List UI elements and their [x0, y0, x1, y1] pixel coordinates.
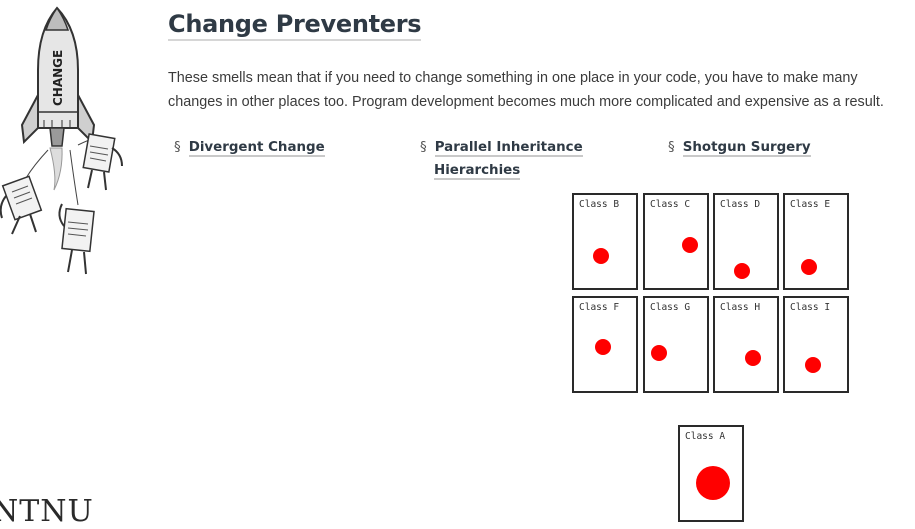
class-card: Class F: [572, 296, 638, 393]
class-card-label: Class C: [650, 199, 691, 210]
class-card: Class H: [713, 296, 779, 393]
class-card: Class C: [643, 193, 709, 290]
change-dot: [651, 345, 667, 361]
link-label-line2[interactable]: Hierarchies: [434, 163, 521, 180]
class-card-label: Class H: [720, 302, 761, 313]
rocket-illustration: CHANGE: [0, 6, 123, 275]
link-parallel-inheritance-hierarchies[interactable]: § Parallel Inheritance Hierarchies: [420, 136, 600, 182]
rocket-label: CHANGE: [51, 50, 65, 106]
paper-character-bottom-icon: [58, 203, 95, 275]
paper-character-right-icon: [82, 133, 123, 191]
class-card-label: Class B: [579, 199, 620, 210]
change-dot: [595, 339, 611, 355]
page-title: Change Preventers: [168, 10, 422, 41]
link-divergent-change[interactable]: § Divergent Change: [174, 136, 325, 159]
class-card-label: Class A: [685, 431, 726, 442]
change-dot: [682, 237, 698, 253]
link-label[interactable]: Shotgun Surgery: [682, 140, 811, 157]
link-label[interactable]: Divergent Change: [188, 140, 325, 157]
ntnu-logo: NTNU: [0, 494, 94, 529]
class-card-label: Class E: [790, 199, 831, 210]
change-dot-large: [696, 466, 730, 500]
paper-character-left-icon: [0, 175, 43, 235]
link-label-line1[interactable]: Parallel Inheritance: [434, 140, 583, 157]
class-card-label: Class G: [650, 302, 691, 313]
intro-paragraph: These smells mean that if you need to ch…: [168, 70, 884, 110]
change-dot: [801, 259, 817, 275]
class-card: Class D: [713, 193, 779, 290]
class-card-main: Class A: [678, 425, 744, 522]
section-icon: §: [420, 140, 427, 155]
section-icon: §: [174, 140, 181, 155]
class-card-label: Class I: [790, 302, 831, 313]
class-card: Class B: [572, 193, 638, 290]
class-card: Class I: [783, 296, 849, 393]
section-icon: §: [668, 140, 675, 155]
link-shotgun-surgery[interactable]: § Shotgun Surgery: [668, 136, 811, 159]
class-card: Class G: [643, 296, 709, 393]
change-dot: [734, 263, 750, 279]
change-dot: [805, 357, 821, 373]
change-dot: [593, 248, 609, 264]
class-card: Class E: [783, 193, 849, 290]
class-card-label: Class F: [579, 302, 620, 313]
change-dot: [745, 350, 761, 366]
class-card-label: Class D: [720, 199, 761, 210]
